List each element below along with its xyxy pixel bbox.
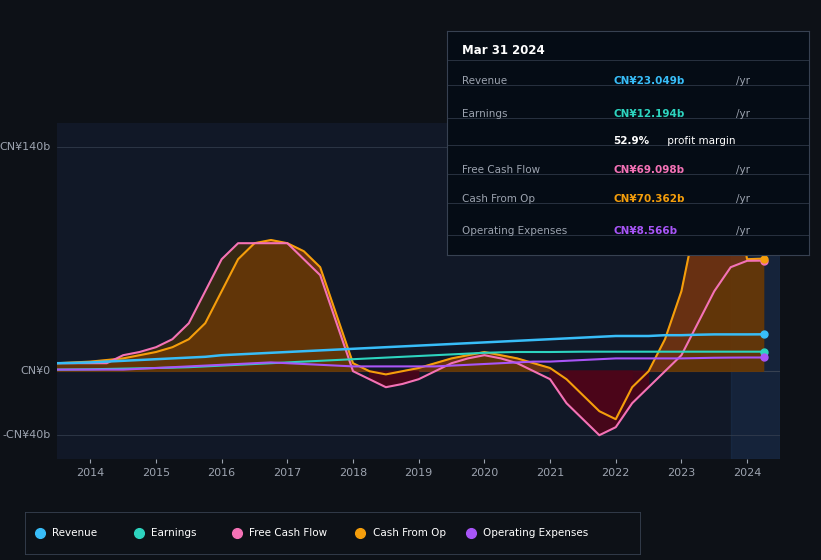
Text: Revenue: Revenue — [462, 76, 507, 86]
Text: Earnings: Earnings — [462, 109, 507, 119]
Text: CN¥23.049b: CN¥23.049b — [613, 76, 685, 86]
Text: Earnings: Earnings — [151, 529, 196, 538]
Text: Cash From Op: Cash From Op — [373, 529, 446, 538]
Text: /yr: /yr — [736, 109, 750, 119]
Text: Free Cash Flow: Free Cash Flow — [462, 165, 540, 175]
Text: Mar 31 2024: Mar 31 2024 — [462, 44, 544, 57]
Text: Free Cash Flow: Free Cash Flow — [250, 529, 328, 538]
Text: CN¥0: CN¥0 — [21, 366, 50, 376]
Text: CN¥69.098b: CN¥69.098b — [613, 165, 685, 175]
Text: /yr: /yr — [736, 165, 750, 175]
Text: profit margin: profit margin — [664, 136, 736, 146]
Text: /yr: /yr — [736, 194, 750, 204]
Text: Cash From Op: Cash From Op — [462, 194, 535, 204]
Text: CN¥140b: CN¥140b — [0, 142, 50, 152]
Text: Revenue: Revenue — [53, 529, 98, 538]
Text: CN¥70.362b: CN¥70.362b — [613, 194, 685, 204]
Text: -CN¥40b: -CN¥40b — [2, 430, 50, 440]
Text: /yr: /yr — [736, 76, 750, 86]
Text: /yr: /yr — [736, 226, 750, 236]
Text: CN¥12.194b: CN¥12.194b — [613, 109, 685, 119]
Text: Operating Expenses: Operating Expenses — [484, 529, 589, 538]
Text: 52.9%: 52.9% — [613, 136, 649, 146]
Bar — [731, 123, 780, 459]
Text: Operating Expenses: Operating Expenses — [462, 226, 567, 236]
Text: CN¥8.566b: CN¥8.566b — [613, 226, 678, 236]
